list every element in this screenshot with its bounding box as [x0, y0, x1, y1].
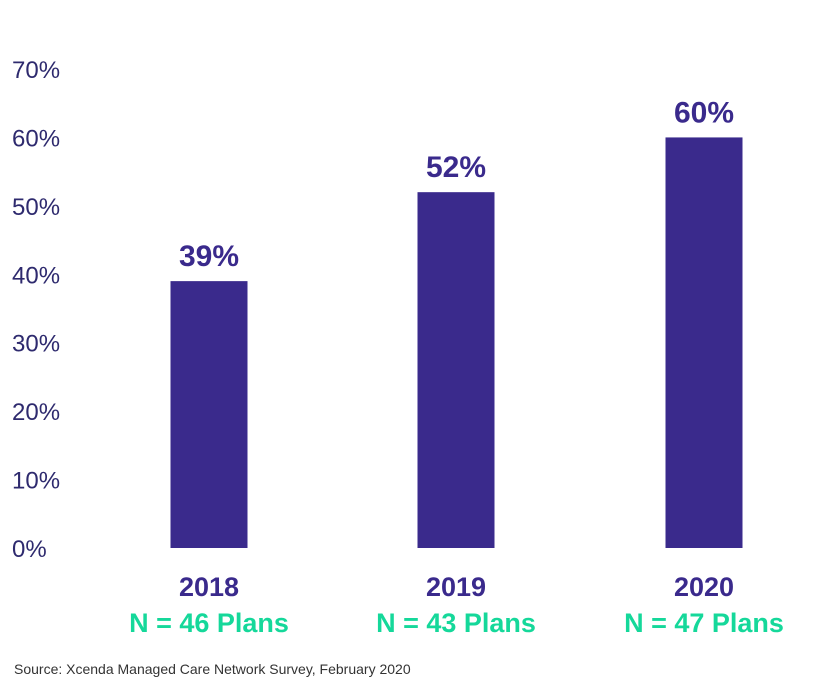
bar-2019: [417, 192, 495, 548]
value-label-2018: 39%: [179, 240, 239, 273]
value-labels: 39% 52% 60%: [179, 96, 734, 273]
y-tick-label-70: 70%: [12, 57, 60, 84]
sample-size-label-2018: N = 46 Plans: [129, 608, 289, 638]
source-note: Source: Xcenda Managed Care Network Surv…: [14, 661, 411, 677]
category-label-2019: 2019: [426, 572, 486, 602]
y-tick-label-30: 30%: [12, 331, 60, 358]
sample-size-label-2020: N = 47 Plans: [624, 608, 784, 638]
y-tick-label-10: 10%: [12, 468, 60, 495]
bars: [170, 137, 743, 548]
y-tick-label-0: 0%: [12, 536, 47, 563]
bar-2020: [665, 137, 743, 548]
value-label-2019: 52%: [426, 151, 486, 184]
category-label-2020: 2020: [674, 572, 734, 602]
y-tick-label-20: 20%: [12, 399, 60, 426]
sample-size-label-2019: N = 43 Plans: [376, 608, 536, 638]
y-tick-label-40: 40%: [12, 262, 60, 289]
category-label-2018: 2018: [179, 572, 239, 602]
x-axis: 2018 N = 46 Plans 2019 N = 43 Plans 2020 N = …: [129, 572, 784, 638]
y-axis: 0% 10% 20% 30% 40% 50% 60% 70%: [12, 57, 60, 563]
value-label-2020: 60%: [674, 96, 734, 129]
bar-2018: [170, 281, 248, 548]
y-tick-label-60: 60%: [12, 125, 60, 152]
y-tick-label-50: 50%: [12, 194, 60, 221]
